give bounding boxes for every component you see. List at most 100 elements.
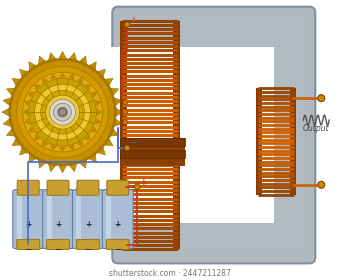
Text: Output: Output — [302, 124, 329, 133]
Bar — [120, 138, 185, 166]
Polygon shape — [97, 108, 102, 116]
Circle shape — [123, 110, 128, 115]
Polygon shape — [24, 100, 30, 107]
Polygon shape — [68, 74, 75, 80]
FancyBboxPatch shape — [47, 180, 69, 195]
Polygon shape — [110, 88, 119, 95]
Bar — [290, 88, 296, 195]
Circle shape — [124, 145, 130, 151]
Polygon shape — [91, 92, 97, 98]
Bar — [106, 196, 111, 241]
FancyBboxPatch shape — [72, 190, 103, 248]
FancyBboxPatch shape — [106, 239, 129, 249]
Circle shape — [318, 95, 325, 102]
Polygon shape — [105, 78, 113, 85]
Circle shape — [35, 84, 90, 140]
Polygon shape — [84, 84, 91, 90]
Polygon shape — [95, 118, 101, 125]
Polygon shape — [39, 160, 46, 168]
Circle shape — [11, 60, 114, 164]
Text: +: + — [55, 220, 61, 229]
Text: +: + — [85, 220, 91, 229]
FancyBboxPatch shape — [42, 190, 73, 248]
Circle shape — [46, 95, 80, 129]
Polygon shape — [116, 108, 123, 116]
Polygon shape — [84, 134, 91, 140]
Polygon shape — [49, 164, 56, 172]
Text: −: − — [54, 244, 62, 253]
FancyBboxPatch shape — [17, 180, 39, 195]
FancyBboxPatch shape — [17, 239, 40, 249]
Polygon shape — [50, 74, 57, 80]
Polygon shape — [23, 108, 28, 116]
Polygon shape — [20, 69, 27, 77]
Bar — [1, 48, 154, 223]
Bar — [256, 88, 261, 195]
Polygon shape — [3, 98, 11, 105]
Polygon shape — [42, 78, 48, 84]
Polygon shape — [59, 52, 66, 59]
Polygon shape — [59, 166, 66, 173]
Text: +: + — [25, 220, 31, 229]
FancyBboxPatch shape — [76, 239, 99, 249]
Polygon shape — [20, 148, 27, 155]
Polygon shape — [77, 140, 83, 147]
Polygon shape — [89, 155, 96, 163]
Bar — [120, 138, 185, 146]
Bar — [120, 21, 127, 249]
Text: −: − — [130, 138, 138, 148]
FancyBboxPatch shape — [47, 239, 69, 249]
Polygon shape — [29, 155, 36, 163]
Circle shape — [41, 90, 84, 134]
Bar — [120, 150, 185, 158]
Bar — [76, 196, 82, 241]
Polygon shape — [24, 118, 30, 125]
Circle shape — [58, 108, 67, 116]
Polygon shape — [77, 78, 83, 84]
Circle shape — [124, 22, 130, 27]
Circle shape — [123, 100, 128, 105]
Circle shape — [318, 181, 325, 188]
Text: −: − — [84, 244, 92, 253]
Polygon shape — [69, 53, 76, 60]
Polygon shape — [98, 148, 105, 155]
Text: −: − — [24, 244, 32, 253]
Polygon shape — [95, 100, 101, 107]
Polygon shape — [12, 78, 20, 85]
Text: +: + — [115, 220, 121, 229]
Circle shape — [17, 66, 108, 158]
Circle shape — [9, 59, 116, 166]
Bar — [173, 21, 180, 249]
Polygon shape — [29, 62, 36, 70]
Polygon shape — [98, 69, 105, 77]
Polygon shape — [12, 139, 20, 146]
Polygon shape — [28, 126, 34, 133]
FancyBboxPatch shape — [102, 190, 133, 248]
Circle shape — [57, 107, 68, 117]
Polygon shape — [28, 92, 34, 98]
Bar — [17, 196, 22, 241]
Polygon shape — [114, 119, 122, 126]
Circle shape — [54, 103, 71, 121]
Text: shutterstock.com · 2447211287: shutterstock.com · 2447211287 — [109, 269, 231, 278]
Polygon shape — [34, 134, 40, 140]
FancyBboxPatch shape — [112, 7, 315, 263]
Circle shape — [50, 99, 75, 125]
Bar — [47, 196, 52, 241]
Polygon shape — [68, 145, 75, 151]
Text: +: + — [140, 178, 148, 187]
Polygon shape — [69, 164, 76, 172]
Text: −: − — [114, 244, 121, 253]
Polygon shape — [34, 84, 40, 90]
Polygon shape — [2, 108, 9, 116]
Polygon shape — [110, 129, 119, 136]
Polygon shape — [39, 56, 46, 64]
Polygon shape — [80, 56, 86, 64]
Polygon shape — [114, 98, 122, 105]
FancyBboxPatch shape — [107, 180, 129, 195]
Circle shape — [123, 120, 128, 125]
Circle shape — [23, 72, 102, 152]
Polygon shape — [6, 88, 14, 95]
Polygon shape — [49, 53, 56, 60]
Polygon shape — [50, 145, 57, 151]
